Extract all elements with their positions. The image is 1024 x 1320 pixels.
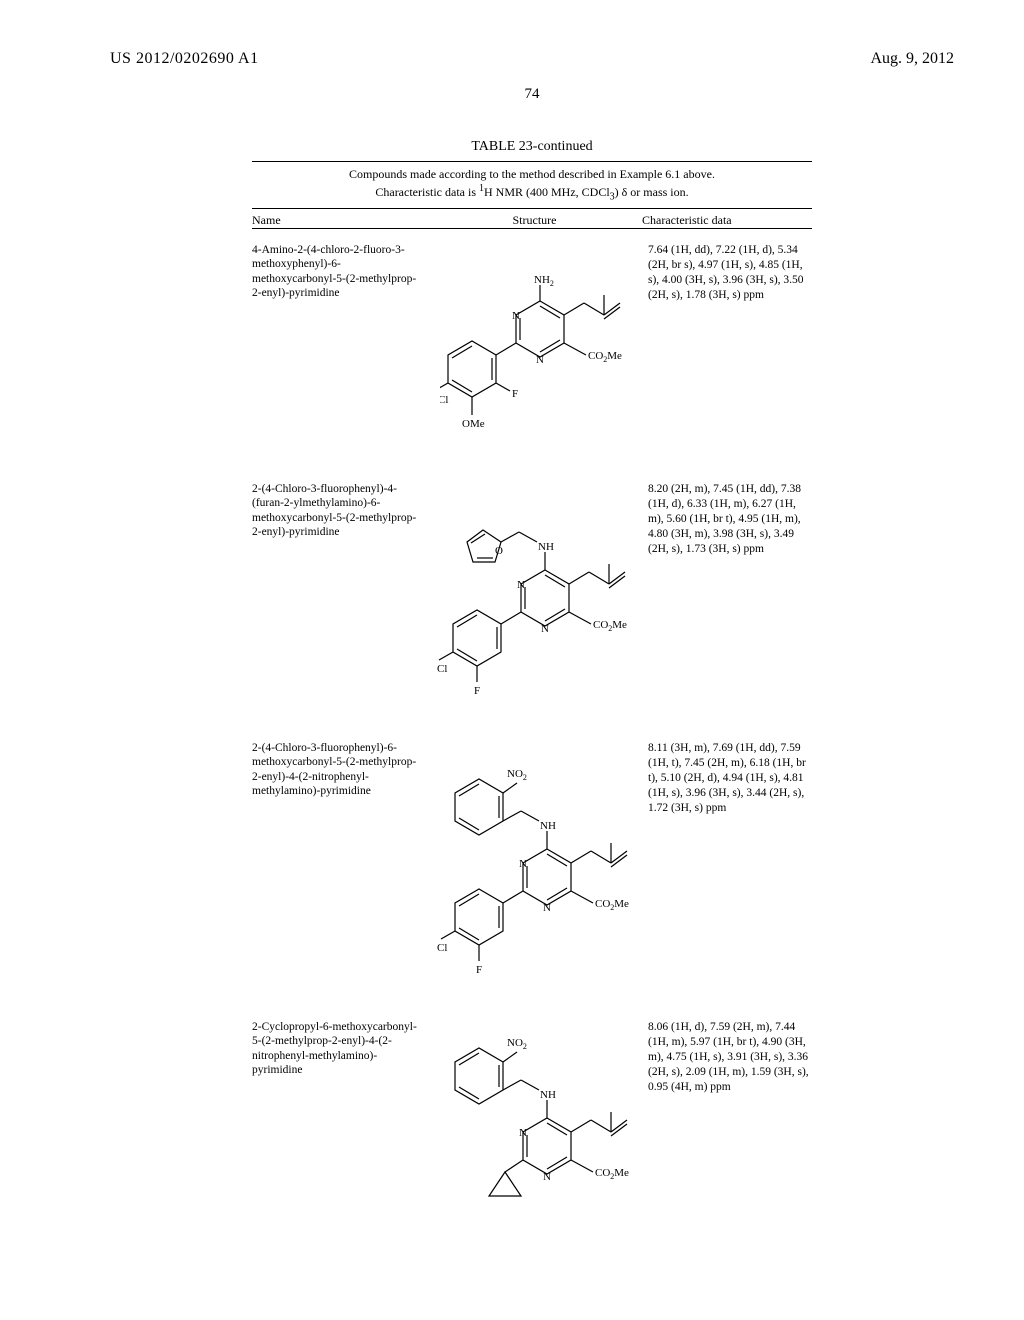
atom-co2me: CO2Me bbox=[588, 350, 622, 364]
compound-data: 7.64 (1H, dd), 7.22 (1H, d), 5.34 (2H, b… bbox=[642, 243, 812, 468]
caption-line2-suffix: ) δ or mass ion. bbox=[615, 185, 689, 199]
table-row: 2-(4-Chloro-3-fluorophenyl)-4-(furan-2-y… bbox=[252, 468, 812, 727]
compound-structure: N N NH NO2 CO2Me bbox=[427, 1020, 642, 1235]
atom-co2me: CO2Me bbox=[595, 1167, 629, 1181]
table-title: TABLE 23-continued bbox=[110, 139, 954, 155]
atom-nh: NH bbox=[538, 541, 554, 553]
caption-nmr-mid: H NMR (400 MHz, CDCl bbox=[484, 185, 610, 199]
atom-n: N bbox=[543, 1171, 551, 1183]
compound-structure: N N NH NO2 CO2Me bbox=[427, 741, 642, 1006]
atom-cl: Cl bbox=[437, 942, 447, 954]
atom-cl: Cl bbox=[437, 663, 447, 675]
atom-co2me: CO2Me bbox=[595, 898, 629, 912]
atom-n: N bbox=[512, 310, 520, 322]
atom-n: N bbox=[519, 858, 527, 870]
structure-svg: N N NH NO2 CO2Me bbox=[435, 741, 635, 1006]
compound-structure: N N NH2 CO2Me bbox=[427, 243, 642, 468]
col-header-data: Characteristic data bbox=[642, 213, 812, 228]
atom-nh: NH bbox=[540, 1089, 556, 1101]
atom-n: N bbox=[517, 579, 525, 591]
atom-nh: NH bbox=[540, 820, 556, 832]
table-row: 4-Amino-2-(4-chloro-2-fluoro-3-methoxyph… bbox=[252, 229, 812, 468]
compound-data: 8.06 (1H, d), 7.59 (2H, m), 7.44 (1H, m)… bbox=[642, 1020, 812, 1235]
atom-co2me: CO2Me bbox=[593, 619, 627, 633]
structure-svg: N N NH2 CO2Me bbox=[440, 243, 630, 468]
column-headers: Name Structure Characteristic data bbox=[252, 213, 812, 228]
publication-date: Aug. 9, 2012 bbox=[870, 50, 954, 68]
caption-line1: Compounds made according to the method d… bbox=[349, 167, 715, 181]
atom-no2: NO2 bbox=[507, 1037, 527, 1051]
col-header-struct: Structure bbox=[427, 213, 642, 228]
compound-name: 4-Amino-2-(4-chloro-2-fluoro-3-methoxyph… bbox=[252, 243, 427, 468]
atom-n: N bbox=[519, 1127, 527, 1139]
table-caption: Compounds made according to the method d… bbox=[252, 166, 812, 204]
atom-ome: OMe bbox=[462, 418, 485, 430]
col-header-name: Name bbox=[252, 213, 427, 228]
compound-data: 8.11 (3H, m), 7.69 (1H, dd), 7.59 (1H, t… bbox=[642, 741, 812, 1006]
structure-svg: N N NH NO2 CO2Me bbox=[435, 1020, 635, 1235]
page-number: 74 bbox=[110, 86, 954, 103]
atom-nh2: NH2 bbox=[534, 274, 554, 288]
atom-f: F bbox=[512, 388, 518, 400]
structure-svg: N N NH O CO2Me bbox=[437, 482, 632, 727]
atom-f: F bbox=[474, 685, 480, 697]
compound-name: 2-(4-Chloro-3-fluorophenyl)-4-(furan-2-y… bbox=[252, 482, 427, 727]
atom-f: F bbox=[476, 964, 482, 976]
table-rule-top bbox=[252, 161, 812, 162]
compound-structure: N N NH O CO2Me bbox=[427, 482, 642, 727]
atom-n: N bbox=[536, 354, 544, 366]
table-rule-mid1 bbox=[252, 208, 812, 209]
caption-line2-prefix: Characteristic data is bbox=[375, 185, 479, 199]
compound-data: 8.20 (2H, m), 7.45 (1H, dd), 7.38 (1H, d… bbox=[642, 482, 812, 727]
atom-n: N bbox=[541, 623, 549, 635]
atom-no2: NO2 bbox=[507, 768, 527, 782]
atom-n: N bbox=[543, 902, 551, 914]
table-row: 2-(4-Chloro-3-fluorophenyl)-6-methoxycar… bbox=[252, 727, 812, 1006]
page-header: US 2012/0202690 A1 Aug. 9, 2012 bbox=[110, 50, 954, 68]
atom-cl: Cl bbox=[440, 394, 448, 406]
table-row: 2-Cyclopropyl-6-methoxycarbonyl-5-(2-met… bbox=[252, 1006, 812, 1235]
compound-name: 2-(4-Chloro-3-fluorophenyl)-6-methoxycar… bbox=[252, 741, 427, 1006]
patent-page: US 2012/0202690 A1 Aug. 9, 2012 74 TABLE… bbox=[0, 0, 1024, 1320]
publication-number: US 2012/0202690 A1 bbox=[110, 50, 259, 68]
atom-o: O bbox=[495, 545, 503, 557]
compound-name: 2-Cyclopropyl-6-methoxycarbonyl-5-(2-met… bbox=[252, 1020, 427, 1235]
